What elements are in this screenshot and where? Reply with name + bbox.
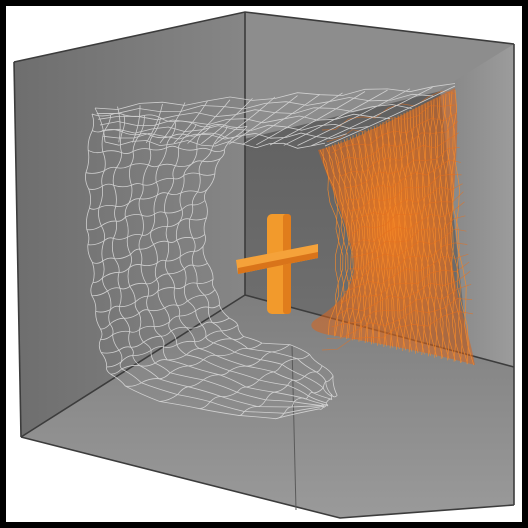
- cross-horizontal-shade: [238, 252, 318, 274]
- wireframe-mesh: [85, 83, 456, 420]
- orange-cross: [236, 214, 318, 314]
- plume-texture: [319, 89, 475, 366]
